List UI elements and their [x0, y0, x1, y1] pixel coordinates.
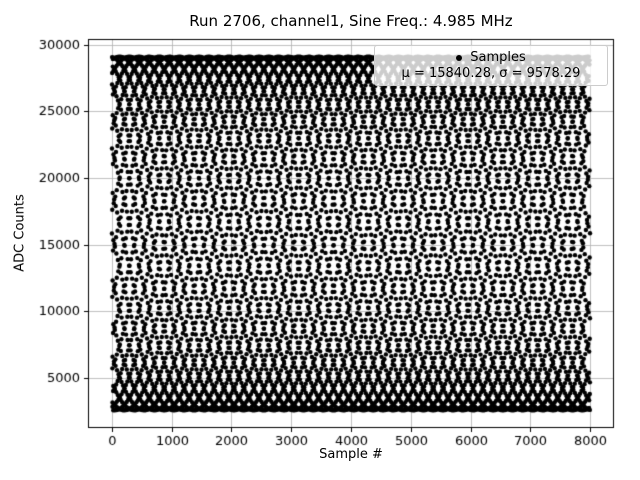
x-axis-label: Sample # — [319, 447, 383, 462]
legend-stats-label: μ = 15840.28, σ = 9578.29 — [401, 66, 581, 81]
y-axis-label: ADC Counts — [12, 194, 28, 272]
legend-entry-stats: μ = 15840.28, σ = 9578.29 — [383, 66, 599, 81]
legend-samples-label: Samples — [470, 50, 526, 65]
legend: Samples μ = 15840.28, σ = 9578.29 — [374, 45, 608, 86]
legend-entry-samples: Samples — [383, 50, 599, 65]
chart-title: Run 2706, channel1, Sine Freq.: 4.985 MH… — [189, 12, 513, 30]
samples-marker-icon — [456, 54, 463, 61]
